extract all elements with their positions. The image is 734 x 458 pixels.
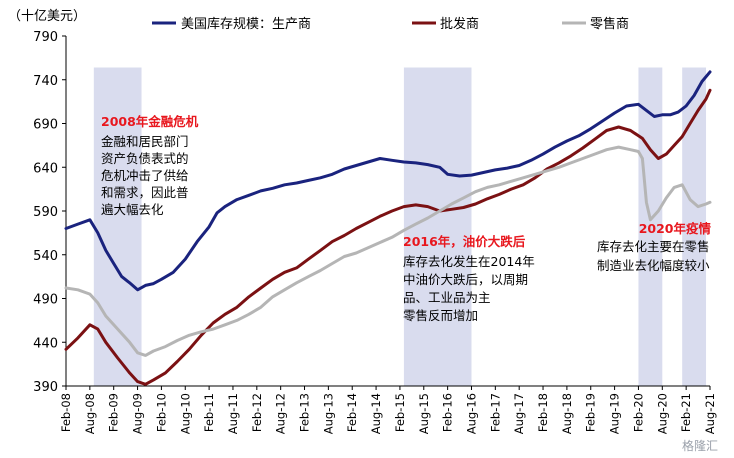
annotation-line: 遍大幅去化	[101, 202, 164, 217]
x-tick-label: Aug-19	[608, 393, 622, 434]
y-tick-label: 740	[33, 74, 58, 89]
x-tick-label: Aug-08	[83, 393, 97, 434]
x-tick-label: Feb-13	[298, 393, 312, 432]
x-tick-label: Aug-17	[512, 393, 526, 434]
y-tick-label: 790	[33, 30, 58, 45]
x-tick-label: Feb-08	[59, 393, 73, 432]
x-tick-label: Aug-13	[321, 393, 335, 434]
y-axis: 390 440 490 540 590 640 690 740 790	[33, 30, 67, 395]
x-tick-label: Aug-20	[655, 393, 669, 434]
annotation-title: 2008年金融危机	[101, 114, 199, 129]
annotation-title: 2020年疫情	[639, 221, 712, 236]
annotation-title: 2016年，油价大跌后	[403, 234, 526, 249]
watermark-text: 格隆汇	[682, 438, 718, 453]
x-tick-label: Aug-21	[703, 393, 717, 434]
shaded-periods	[93, 67, 707, 386]
x-tick-label: Feb-11	[202, 393, 216, 432]
legend-label-retailers: 零售商	[590, 16, 629, 32]
x-tick-label: Feb-10	[154, 393, 168, 432]
series-line-retailers	[64, 145, 712, 357]
series-line-manufacturers	[64, 70, 712, 292]
x-axis: Feb-08 Aug-08 Feb-09 Aug-09 Feb-10 Aug-10 Feb-…	[59, 385, 717, 434]
x-tick-label: Aug-16	[464, 393, 478, 434]
x-tick-label: Aug-10	[178, 393, 192, 434]
annotation-line: 库存去化主要在零售	[597, 239, 710, 254]
annotation-line: 制造业去化幅度较小	[597, 258, 710, 273]
shaded-period	[403, 67, 472, 386]
y-tick-label: 690	[33, 118, 58, 133]
annotation-line: 库存去化发生在2014年	[403, 254, 535, 269]
x-tick-label: Aug-12	[274, 393, 288, 434]
x-tick-label: Feb-12	[250, 393, 264, 432]
x-tick-label: Feb-17	[488, 393, 502, 432]
x-tick-label: Feb-20	[631, 393, 645, 432]
x-tick-label: Feb-19	[584, 393, 598, 432]
annotation-line: 资产负债表式的	[101, 151, 189, 166]
y-tick-label: 490	[33, 293, 58, 308]
annotation-line: 品、工业品为主	[403, 290, 491, 305]
x-tick-label: Aug-14	[369, 393, 383, 434]
annotation-line: 零售反而增加	[403, 308, 478, 323]
legend: 美国库存规模：生产商 批发商 零售商	[152, 16, 629, 32]
legend-label-wholesalers: 批发商	[440, 16, 479, 32]
x-tick-label: Feb-14	[345, 393, 359, 432]
y-tick-label: 540	[33, 249, 58, 264]
y-tick-label: 640	[33, 161, 58, 176]
x-tick-label: Aug-09	[131, 393, 145, 434]
annotation-line: 金融和居民部门	[101, 134, 189, 149]
annotation-line: 危机冲击了供给	[101, 168, 189, 183]
annotation-2016-oil: 2016年，油价大跌后 库存去化发生在2014年 中油价大跌后，以周期 品、工业…	[403, 234, 535, 323]
y-tick-label: 590	[33, 205, 58, 220]
series-lines	[64, 70, 712, 386]
annotation-line: 和需求，因此普	[101, 185, 189, 200]
x-tick-label: Feb-16	[441, 393, 455, 432]
shaded-period	[682, 67, 707, 386]
unit-label: （十亿美元）	[8, 9, 86, 24]
x-tick-label: Aug-11	[226, 393, 240, 434]
x-tick-label: Aug-18	[560, 393, 574, 434]
x-tick-label: Feb-15	[393, 393, 407, 432]
annotation-2020-covid: 2020年疫情 库存去化主要在零售 制造业去化幅度较小	[597, 221, 711, 273]
x-tick-label: Aug-15	[417, 393, 431, 434]
annotation-2008-crisis: 2008年金融危机 金融和居民部门 资产负债表式的 危机冲击了供给 和需求，因此…	[101, 114, 199, 217]
shaded-period	[638, 67, 663, 386]
x-tick-label: Feb-09	[107, 393, 121, 432]
legend-label-manufacturers: 美国库存规模：生产商	[181, 16, 311, 32]
y-tick-label: 440	[33, 336, 58, 351]
series-line-wholesalers	[64, 88, 712, 386]
x-tick-label: Feb-18	[536, 393, 550, 432]
x-tick-label: Feb-21	[679, 393, 693, 432]
annotation-line: 中油价大跌后，以周期	[403, 272, 528, 287]
y-tick-label: 390	[33, 380, 58, 395]
